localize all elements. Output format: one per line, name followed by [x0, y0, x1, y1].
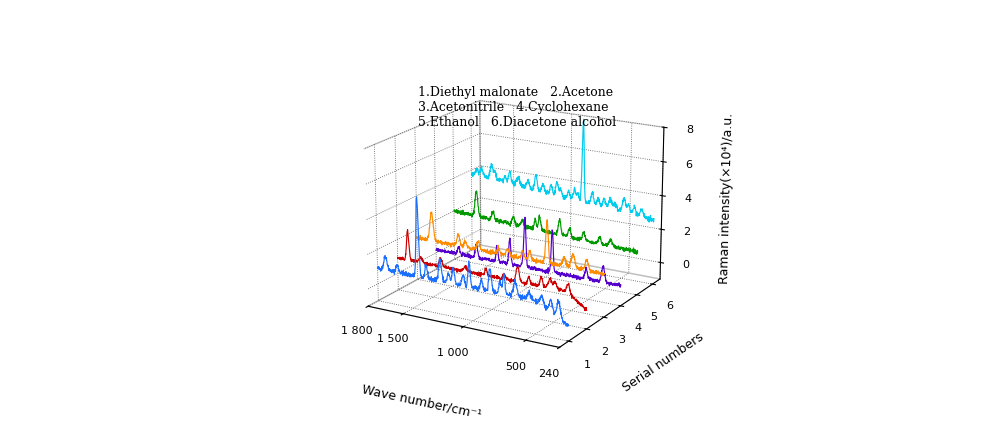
X-axis label: Wave number/cm⁻¹: Wave number/cm⁻¹ [361, 383, 483, 421]
Y-axis label: Serial numbers: Serial numbers [620, 330, 706, 395]
Text: 1.Diethyl malonate   2.Acetone
3.Acetonitrile   4.Cyclohexane
5.Ethanol   6.Diac: 1.Diethyl malonate 2.Acetone 3.Acetonitr… [418, 86, 616, 129]
